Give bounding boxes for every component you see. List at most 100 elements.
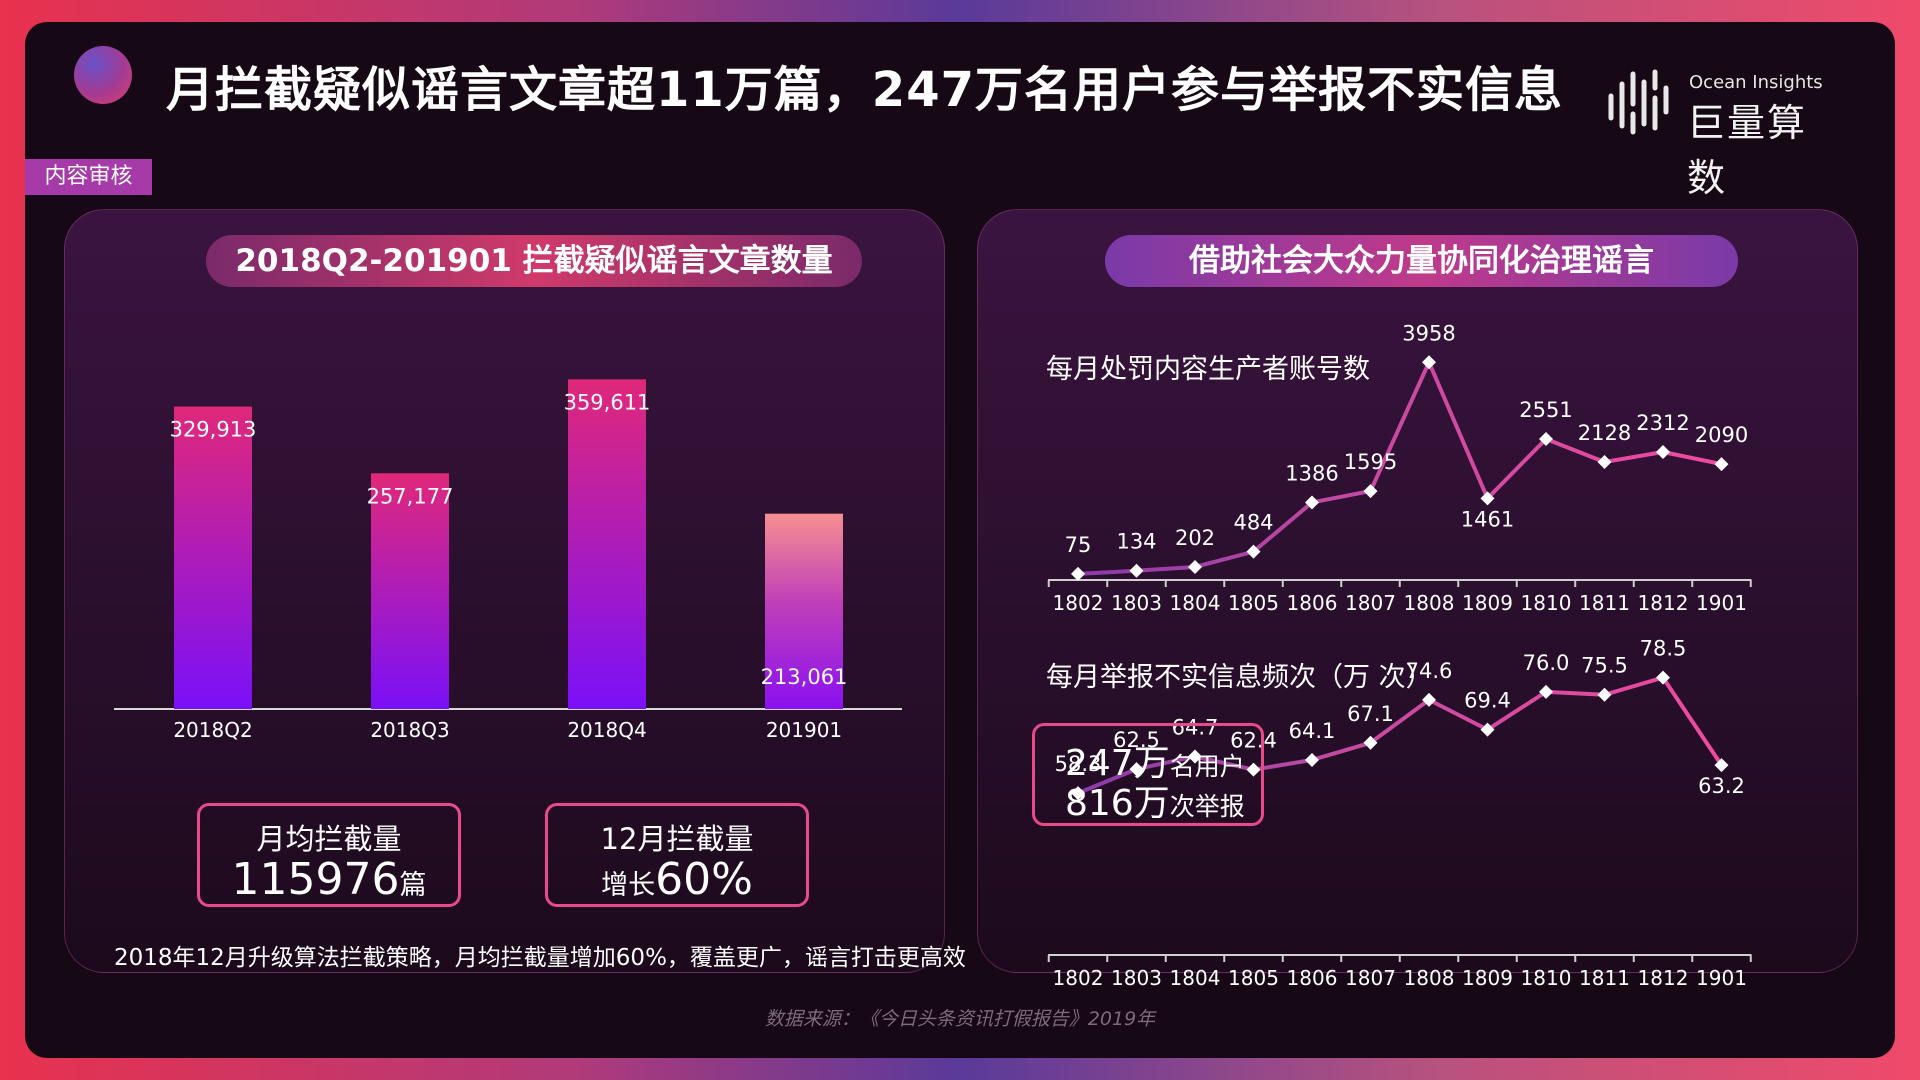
x-tick-label: 1803 — [1111, 966, 1162, 990]
x-tick-label: 1810 — [1521, 591, 1572, 615]
x-tick-label: 1808 — [1404, 966, 1455, 990]
x-tick-label: 1805 — [1228, 591, 1279, 615]
data-point — [1129, 762, 1144, 777]
data-label: 64.1 — [1289, 719, 1336, 743]
bar-value-label: 359,611 — [564, 390, 651, 414]
x-tick-label: 1806 — [1287, 966, 1338, 990]
x-tick-label: 1811 — [1579, 966, 1630, 990]
data-point — [1305, 752, 1319, 767]
report-highlight-box: 247万名用户 816万次举报 — [1032, 723, 1264, 826]
data-label: 134 — [1116, 530, 1156, 554]
stat-value: 115976篇 — [200, 854, 458, 905]
bar-2018Q2 — [174, 406, 252, 709]
right-panel — [977, 209, 1858, 973]
bar-2018Q4 — [568, 379, 646, 709]
data-point — [1129, 563, 1144, 578]
data-label: 2128 — [1578, 421, 1631, 445]
x-tick-label: 1809 — [1462, 591, 1513, 615]
x-tick-label: 1810 — [1521, 966, 1572, 990]
data-point — [1422, 692, 1436, 707]
data-point — [1597, 687, 1612, 702]
section-tag: 内容审核 — [25, 159, 152, 195]
decorative-circle — [74, 46, 132, 104]
data-label: 64.7 — [1172, 716, 1219, 740]
data-label: 202 — [1175, 526, 1215, 550]
data-label: 484 — [1233, 511, 1273, 535]
data-point — [1363, 735, 1378, 750]
report-frequency-line-chart: 1802 1803 1804 1805 1806 1807 1808 1809 1810 1811… — [1047, 637, 1752, 990]
data-label: 2551 — [1519, 398, 1572, 422]
x-tick-label: 1901 — [1696, 591, 1747, 615]
data-point — [1656, 670, 1670, 685]
data-label: 1461 — [1461, 507, 1514, 531]
data-label: 75 — [1065, 533, 1092, 557]
data-point — [1363, 484, 1378, 499]
stat-prefix: 增长 — [601, 870, 656, 901]
x-tick-label: 1811 — [1579, 591, 1630, 615]
series-line — [1077, 360, 1722, 576]
ocean-insights-logo: Ocean Insights 巨量算数 — [1605, 68, 1845, 200]
chart2-title: 每月举报不实信息频次（万 次） — [1046, 662, 1433, 693]
bar-value-label: 329,913 — [170, 418, 257, 442]
data-label: 69.4 — [1464, 689, 1511, 713]
highlight-users-text: 名用户 — [1169, 752, 1245, 781]
data-point — [1246, 544, 1261, 559]
x-tick-label: 1807 — [1345, 966, 1396, 990]
x-tick-label: 1812 — [1638, 966, 1689, 990]
data-point — [1714, 457, 1729, 472]
monthly-average-stat: 月均拦截量 115976篇 — [197, 803, 461, 907]
bar-value-label: 257,177 — [367, 484, 454, 508]
data-label: 67.1 — [1347, 702, 1394, 726]
x-tick-label: 1804 — [1170, 966, 1221, 990]
x-tick-label: 1804 — [1170, 591, 1221, 615]
data-label: 63.2 — [1698, 774, 1745, 798]
x-tick-label: 1802 — [1053, 591, 1104, 615]
data-point — [1539, 684, 1553, 699]
bar-value-label: 213,061 — [761, 665, 848, 689]
data-label: 75.5 — [1581, 654, 1628, 678]
highlight-reports-number: 816万 — [1065, 783, 1170, 824]
highlight-reports-text: 次举报 — [1169, 792, 1245, 821]
data-label: 78.5 — [1640, 637, 1687, 661]
data-point — [1188, 559, 1202, 574]
stat-label: 12月拦截量 — [600, 822, 754, 856]
bar-category-label: 2018Q4 — [567, 718, 646, 742]
bar-category-label: 2018Q2 — [173, 718, 252, 742]
data-source: 数据来源：《今日头条资讯打假报告》2019年 — [764, 1008, 1156, 1030]
data-label: 3958 — [1402, 321, 1455, 345]
data-label: 76.0 — [1523, 651, 1570, 675]
data-point — [1480, 491, 1495, 506]
data-point — [1597, 455, 1612, 470]
left-panel-title: 2018Q2-201901 拦截疑似谣言文章数量 — [206, 235, 862, 287]
data-point — [1246, 762, 1261, 777]
page-title: 月拦截疑似谣言文章超11万篇，247万名用户参与举报不实信息 — [166, 62, 1563, 118]
x-tick-label: 1802 — [1053, 966, 1104, 990]
stat-label: 月均拦截量 — [256, 822, 402, 856]
x-tick-label: 1808 — [1404, 591, 1455, 615]
data-label: 74.6 — [1406, 659, 1453, 683]
highlight-users-number: 247万 — [1065, 743, 1170, 784]
bar-201901 — [765, 513, 843, 709]
data-point — [1071, 566, 1085, 581]
data-point — [1714, 758, 1729, 773]
left-panel-note: 2018年12月升级算法拦截策略，月均拦截量增加60%，覆盖更广，谣言打击更高效 — [114, 945, 966, 971]
data-label: 1386 — [1285, 461, 1338, 485]
data-point — [1422, 355, 1436, 370]
highlight-users: 247万名用户 — [1065, 734, 1245, 786]
sound-bars-icon — [1608, 69, 1669, 135]
december-growth-stat: 12月拦截量 增长60% — [545, 803, 809, 907]
x-tick-label: 1805 — [1228, 966, 1279, 990]
right-panel-title: 借助社会大众力量协同化治理谣言 — [1105, 235, 1738, 287]
stat-unit: 篇 — [399, 870, 427, 901]
x-tick-label: 1807 — [1345, 591, 1396, 615]
penalty-accounts-line-chart: 1802 1803 1804 1805 1806 1807 1808 1809 1810 1811… — [1047, 321, 1752, 615]
data-point — [1480, 722, 1495, 737]
bar-chart: 329,913 2018Q2 257,177 2018Q3 359,611 2018Q4 2… — [114, 379, 902, 742]
x-tick-label: 1803 — [1111, 591, 1162, 615]
data-label: 58.3 — [1055, 752, 1102, 776]
series-line — [1077, 675, 1724, 795]
stat-value: 增长60% — [548, 854, 806, 905]
data-label: 2090 — [1695, 423, 1748, 447]
highlight-reports: 816万次举报 — [1065, 774, 1245, 826]
stat-number: 115976 — [231, 854, 400, 905]
